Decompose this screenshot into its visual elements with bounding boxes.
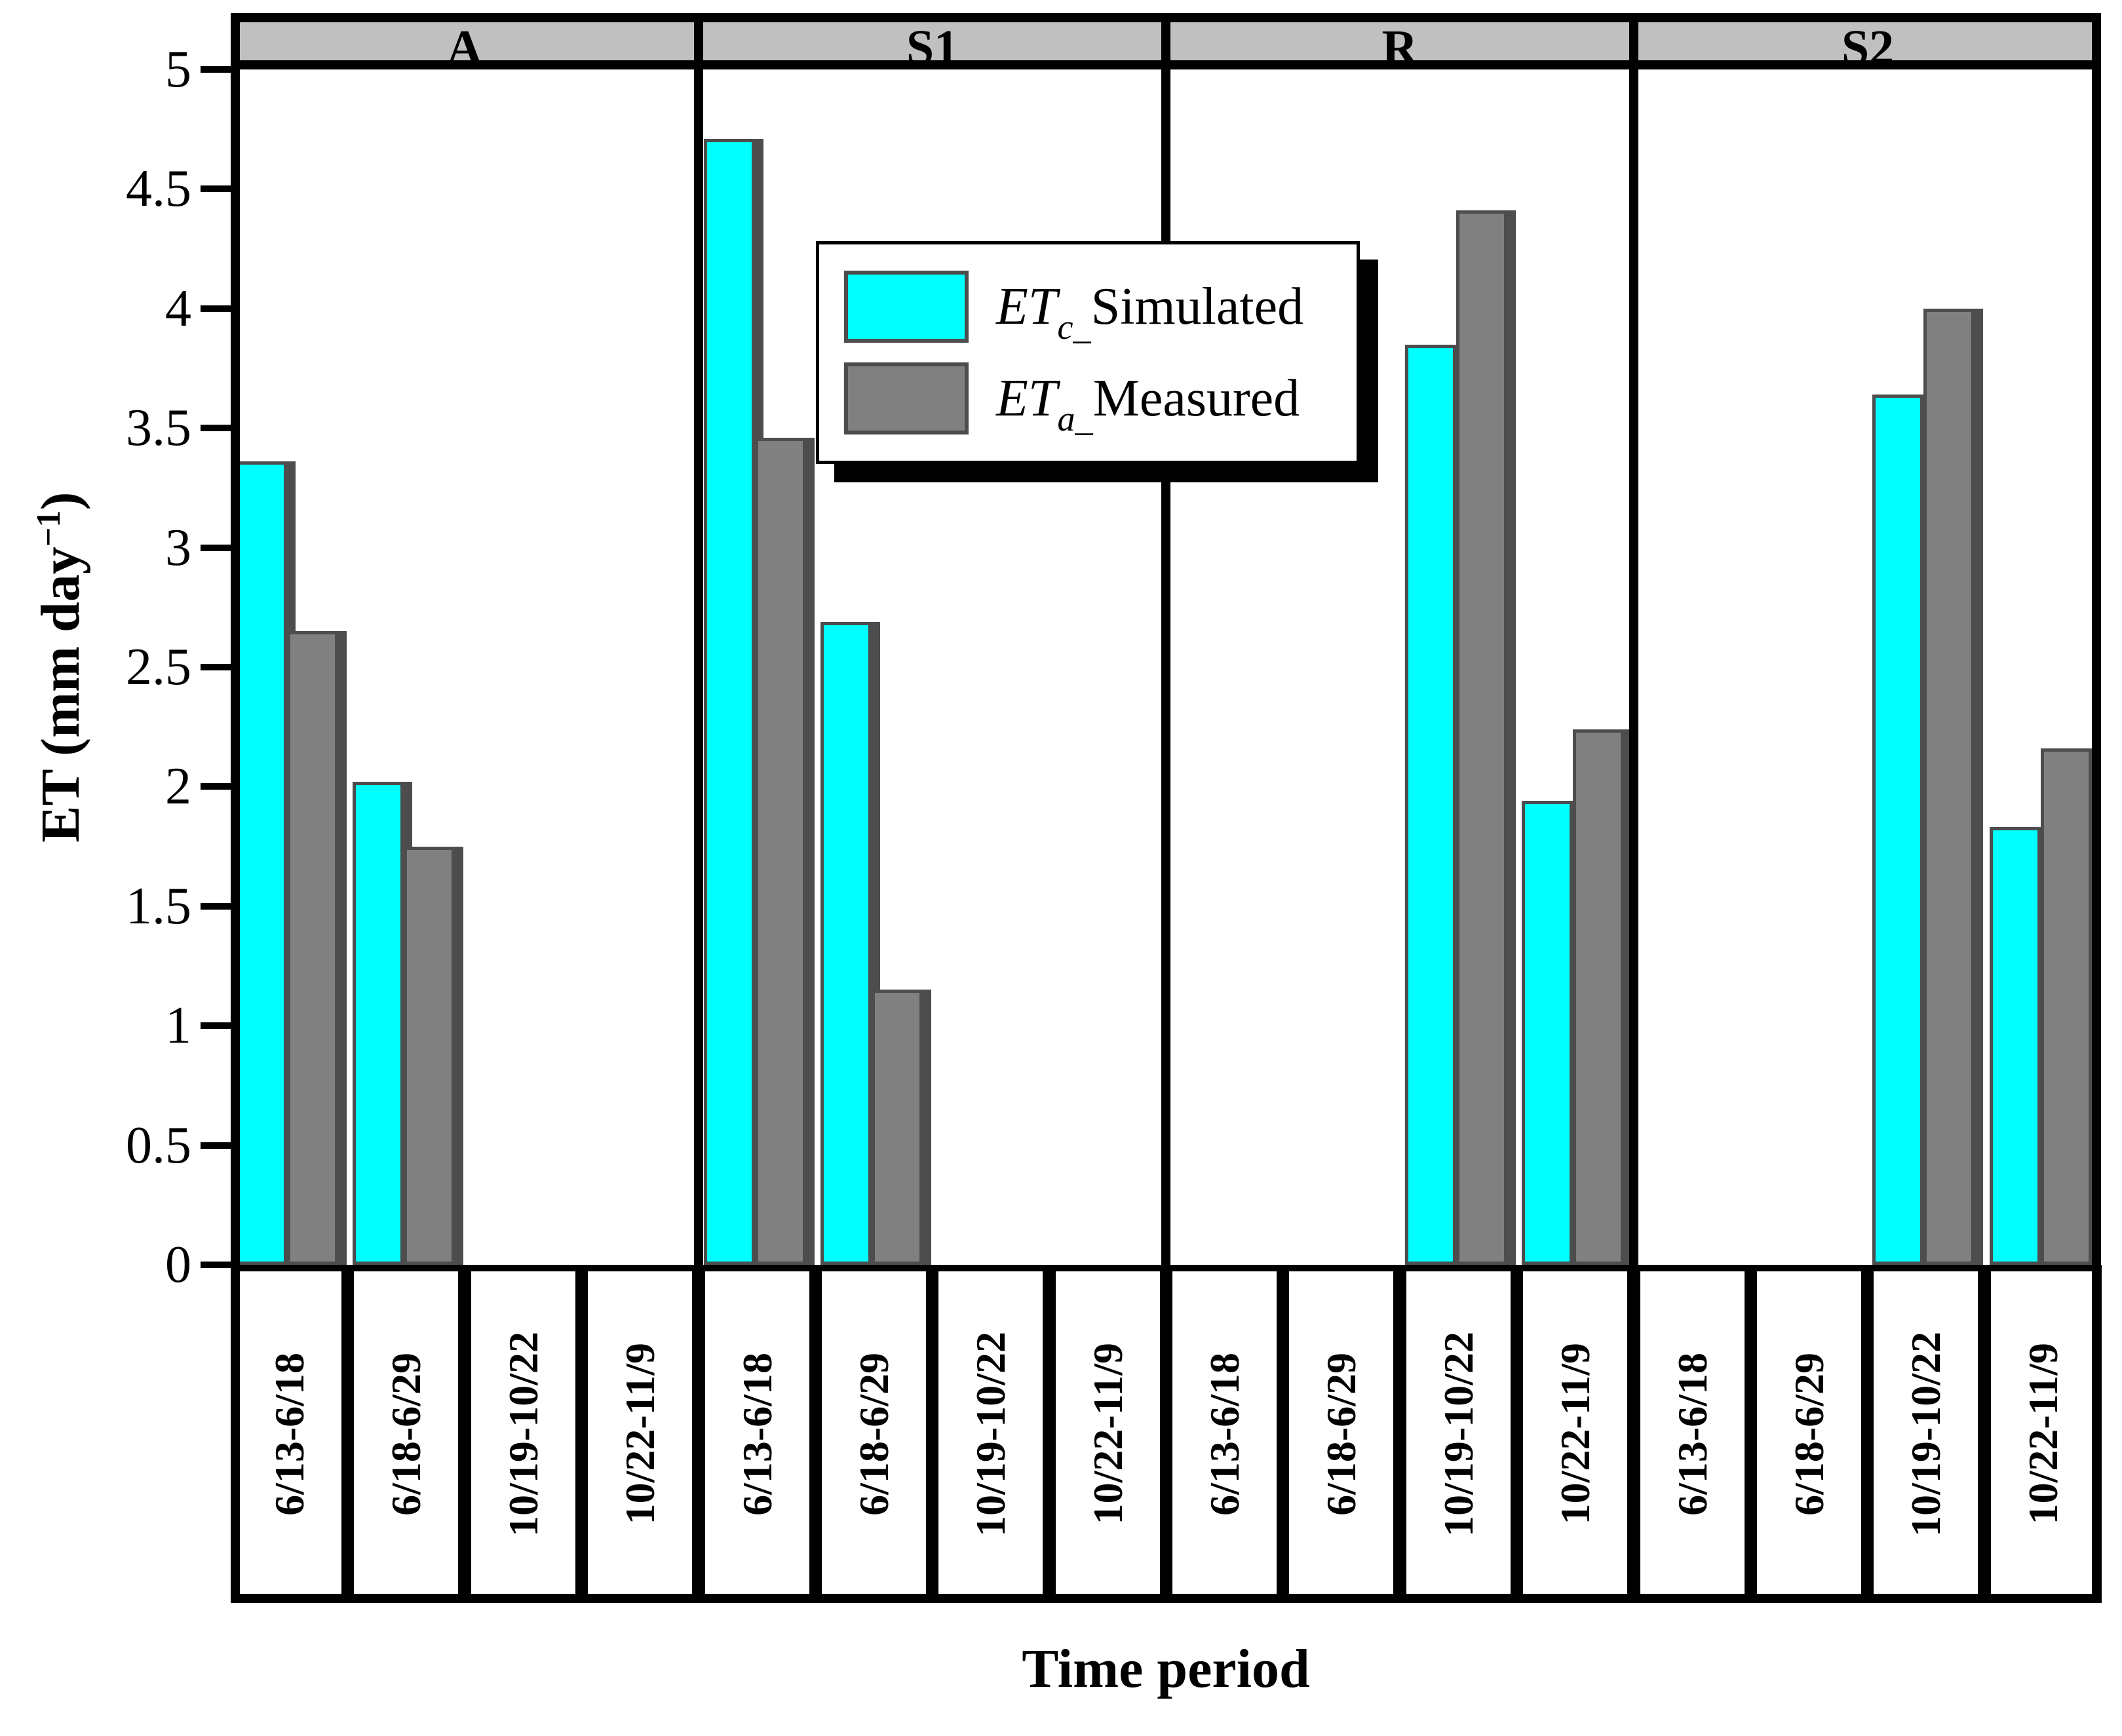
- category-cell: 10/22-11/9: [1516, 1265, 1634, 1603]
- y-axis-tick: [201, 305, 231, 312]
- category-cell: 10/22-11/9: [581, 1265, 699, 1603]
- y-axis-tick: [201, 66, 231, 73]
- legend-item-simulated: ETc_Simulated: [844, 271, 1357, 347]
- legend-swatch-simulated-icon: [844, 271, 969, 343]
- y-axis-title-suffix: ): [30, 492, 91, 511]
- y-axis-tick: [201, 185, 231, 192]
- bar-measured: [1456, 210, 1507, 1265]
- bar-measured: [287, 631, 338, 1265]
- x-axis-title: Time period: [1022, 1638, 1310, 1699]
- legend-label-measured: ETa_Measured: [996, 369, 1300, 438]
- category-label: 10/22-11/9: [616, 1343, 663, 1525]
- y-axis-tick-label: 1.5: [126, 878, 191, 935]
- y-axis-tick-label: 3.5: [126, 399, 191, 457]
- panel-header-label-A: A: [446, 20, 483, 75]
- bar-simulated: [236, 461, 287, 1265]
- legend-swatch-measured-icon: [844, 362, 969, 434]
- y-axis-title-text: ET (mm day: [30, 547, 91, 843]
- category-cell: 10/19-10/22: [1400, 1265, 1517, 1603]
- y-axis-tick-label: 0: [165, 1236, 191, 1294]
- category-label: 10/19-10/22: [1902, 1331, 1949, 1537]
- y-axis-tick: [201, 664, 231, 670]
- bar-measured: [755, 438, 806, 1265]
- y-axis-tick-label: 1: [165, 997, 191, 1054]
- category-label: 6/13-6/18: [265, 1352, 313, 1516]
- y-axis-tick: [201, 1142, 231, 1149]
- y-axis-title-exponent: −1: [30, 510, 68, 547]
- category-label: 10/22-11/9: [1084, 1343, 1131, 1525]
- category-label: 6/13-6/18: [1669, 1352, 1716, 1516]
- y-axis-tick-label: 4.5: [126, 160, 191, 218]
- bar-measured: [1923, 309, 1975, 1265]
- bar-simulated: [1405, 345, 1456, 1265]
- category-cell: 6/13-6/18: [1166, 1265, 1283, 1603]
- panel-divider: [694, 13, 703, 1603]
- bar-simulated: [1522, 801, 1573, 1265]
- category-cell: 6/18-6/29: [1283, 1265, 1400, 1603]
- y-axis-tick-label: 5: [165, 41, 191, 98]
- y-axis-tick: [201, 425, 231, 431]
- bar-measured: [2041, 748, 2092, 1265]
- panel-divider: [1629, 13, 1638, 1603]
- category-cell: 6/13-6/18: [231, 1265, 348, 1603]
- y-axis-tick-label: 4: [165, 280, 191, 338]
- y-axis-tick-label: 3: [165, 519, 191, 577]
- y-axis-tick-label: 0.5: [126, 1117, 191, 1174]
- category-cell: 10/19-10/22: [1867, 1265, 1984, 1603]
- category-cell: 6/18-6/29: [347, 1265, 465, 1603]
- legend-label-simulated: ETc_Simulated: [996, 277, 1304, 347]
- y-axis-title: ET (mm day−1): [10, 274, 91, 1060]
- y-axis-tick: [201, 1022, 231, 1029]
- category-label: 6/13-6/18: [1201, 1352, 1248, 1516]
- y-axis-tick-label: 2: [165, 758, 191, 815]
- legend-item-measured: ETa_Measured: [844, 362, 1357, 438]
- category-label: 6/18-6/29: [1317, 1352, 1364, 1516]
- legend-box: ETc_Simulated ETa_Measured: [816, 241, 1360, 464]
- bar-measured: [1573, 729, 1624, 1265]
- category-label: 10/22-11/9: [2019, 1343, 2066, 1525]
- y-axis-tick-label: 2.5: [126, 638, 191, 696]
- category-label: 10/19-10/22: [499, 1331, 547, 1537]
- bar-simulated: [820, 622, 872, 1265]
- bar-measured: [872, 990, 923, 1265]
- category-label: 10/22-11/9: [1551, 1343, 1598, 1525]
- bar-simulated: [704, 139, 755, 1265]
- category-cell: 6/18-6/29: [815, 1265, 933, 1603]
- category-label: 10/19-10/22: [1435, 1331, 1482, 1537]
- category-label: 6/18-6/29: [1785, 1352, 1832, 1516]
- category-label: 6/18-6/29: [382, 1352, 429, 1516]
- category-cell: 10/19-10/22: [465, 1265, 582, 1603]
- bar-simulated: [353, 782, 404, 1265]
- category-cell: 10/19-10/22: [932, 1265, 1049, 1603]
- y-axis-tick: [201, 1262, 231, 1268]
- bar-measured: [404, 847, 455, 1265]
- panel-header-label-S2: S2: [1841, 20, 1895, 75]
- y-axis-tick: [201, 783, 231, 790]
- category-label: 10/19-10/22: [967, 1331, 1014, 1537]
- category-cell: 6/13-6/18: [1634, 1265, 1751, 1603]
- category-label: 6/18-6/29: [850, 1352, 897, 1516]
- category-cell: 6/13-6/18: [699, 1265, 816, 1603]
- y-axis-tick: [201, 903, 231, 910]
- category-cell: 6/18-6/29: [1750, 1265, 1868, 1603]
- category-label: 6/13-6/18: [733, 1352, 781, 1516]
- category-cell: 10/22-11/9: [1984, 1265, 2102, 1603]
- category-cell: 10/22-11/9: [1049, 1265, 1167, 1603]
- bar-simulated: [1990, 827, 2041, 1265]
- panel-header-label-R: R: [1381, 20, 1418, 75]
- panel-header-label-S1: S1: [906, 20, 959, 75]
- y-axis-tick: [201, 545, 231, 551]
- bar-simulated: [1872, 395, 1923, 1265]
